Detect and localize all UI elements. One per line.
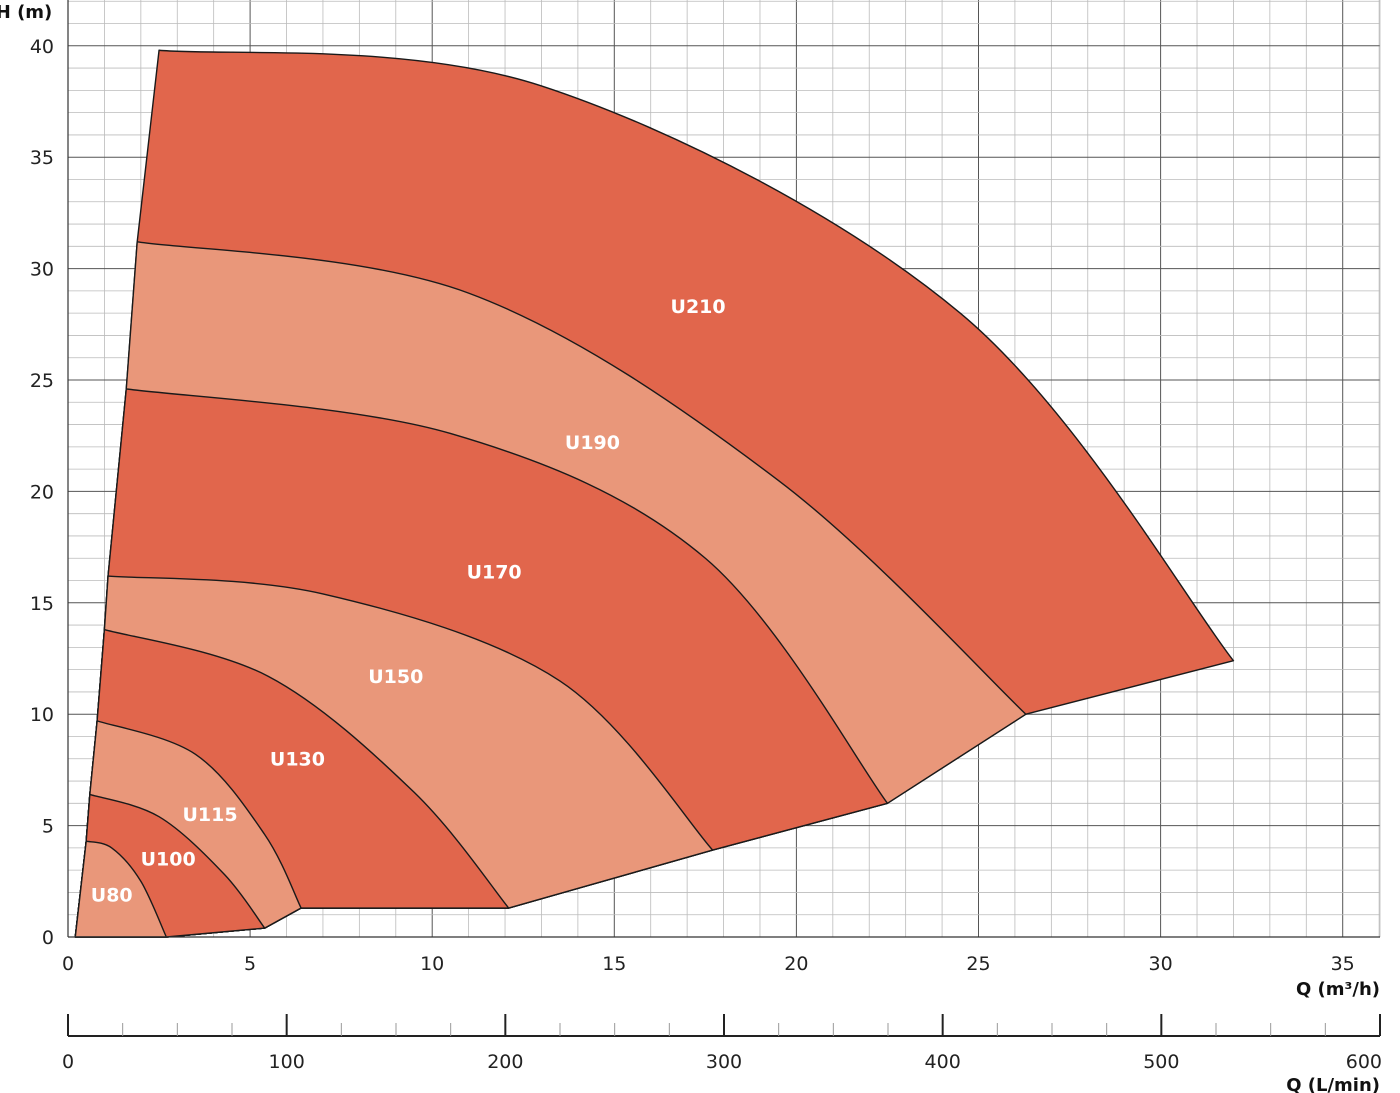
region-label-u80: U80 (91, 884, 133, 906)
x-secondary-tick-label: 600 (1346, 1051, 1382, 1073)
y-tick-label: 10 (30, 704, 54, 726)
region-label-u170: U170 (467, 561, 522, 583)
region-label-u115: U115 (182, 804, 237, 826)
x-secondary-tick-label: 400 (925, 1051, 961, 1073)
region-label-u130: U130 (270, 748, 325, 770)
y-tick-label: 35 (30, 147, 54, 169)
x-secondary-tick-label: 100 (269, 1051, 305, 1073)
x-secondary-tick-label: 200 (487, 1051, 523, 1073)
region-label-u190: U190 (565, 432, 620, 454)
y-tick-label: 30 (30, 259, 54, 281)
x-secondary-tick-label: 500 (1143, 1051, 1179, 1073)
y-tick-label: 15 (30, 593, 54, 615)
x-secondary-tick-label: 0 (62, 1051, 74, 1073)
x-tick-label: 30 (1149, 953, 1173, 975)
region-label-u210: U210 (671, 296, 726, 318)
region-u80 (74, 840, 168, 938)
y-tick-label: 5 (42, 816, 54, 838)
x-tick-label: 25 (966, 953, 990, 975)
x-secondary-tick-label: 300 (706, 1051, 742, 1073)
x-tick-label: 10 (420, 953, 444, 975)
x-axis-title: Q (m³/h) (1296, 979, 1380, 1000)
y-tick-label: 0 (42, 927, 54, 949)
region-labels: U80 U100 U115 U130 U150 U170 U190 U210 (91, 296, 726, 906)
x-secondary-axis-title: Q (L/min) (1286, 1075, 1380, 1093)
y-axis-title: H (m) (0, 2, 52, 23)
x-tick-label: 35 (1331, 953, 1355, 975)
x-tick-label: 5 (244, 953, 256, 975)
region-label-u150: U150 (368, 666, 423, 688)
performance-regions (74, 49, 1235, 938)
x-tick-label: 20 (784, 953, 808, 975)
x-tick-label: 0 (62, 953, 74, 975)
y-tick-label: 25 (30, 370, 54, 392)
y-tick-label: 40 (30, 36, 54, 58)
y-tick-label: 20 (30, 481, 54, 503)
region-label-u100: U100 (141, 849, 196, 871)
x-tick-label: 15 (602, 953, 626, 975)
